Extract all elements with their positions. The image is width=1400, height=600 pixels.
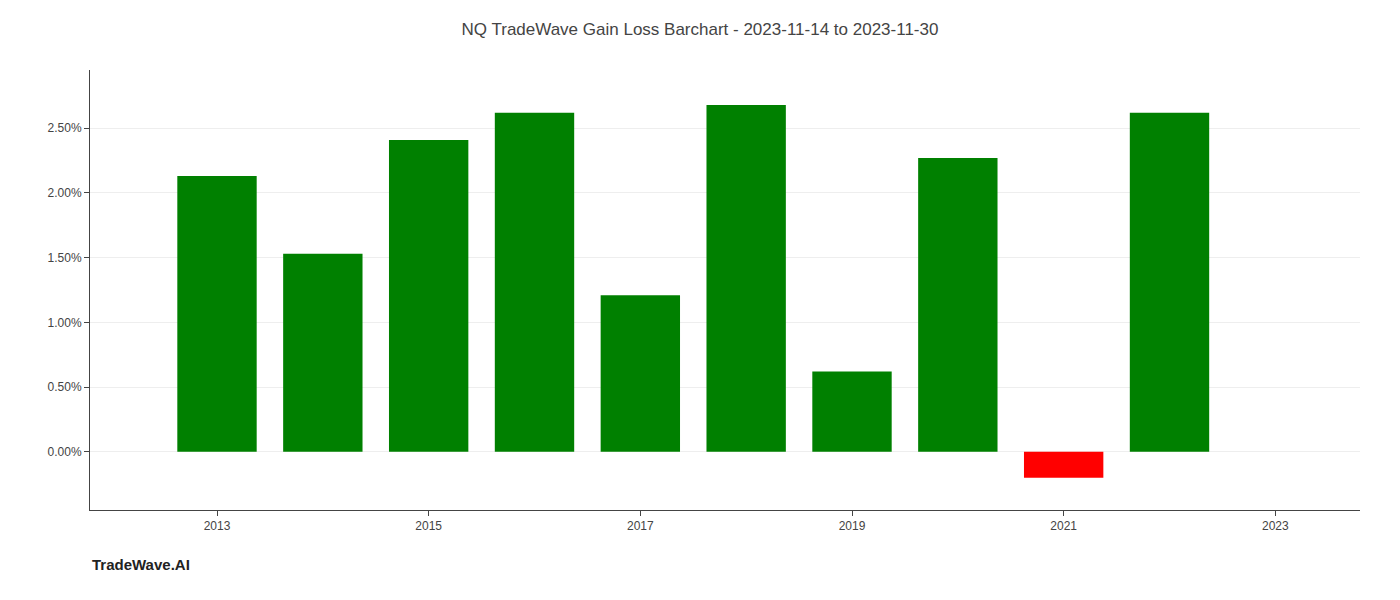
svg-text:2.50%: 2.50% [48, 121, 82, 135]
svg-text:2017: 2017 [627, 519, 654, 533]
svg-text:2023: 2023 [1262, 519, 1289, 533]
svg-text:2015: 2015 [415, 519, 442, 533]
svg-text:NQ TradeWave Gain Loss Barchar: NQ TradeWave Gain Loss Barchart - 2023-1… [462, 20, 939, 39]
svg-text:2019: 2019 [839, 519, 866, 533]
svg-text:0.50%: 0.50% [48, 380, 82, 394]
svg-text:1.50%: 1.50% [48, 251, 82, 265]
svg-text:0.00%: 0.00% [48, 445, 82, 459]
svg-text:1.00%: 1.00% [48, 316, 82, 330]
svg-text:2013: 2013 [204, 519, 231, 533]
svg-text:2.00%: 2.00% [48, 186, 82, 200]
svg-text:2021: 2021 [1050, 519, 1077, 533]
svg-text:TradeWave.AI: TradeWave.AI [92, 556, 190, 573]
